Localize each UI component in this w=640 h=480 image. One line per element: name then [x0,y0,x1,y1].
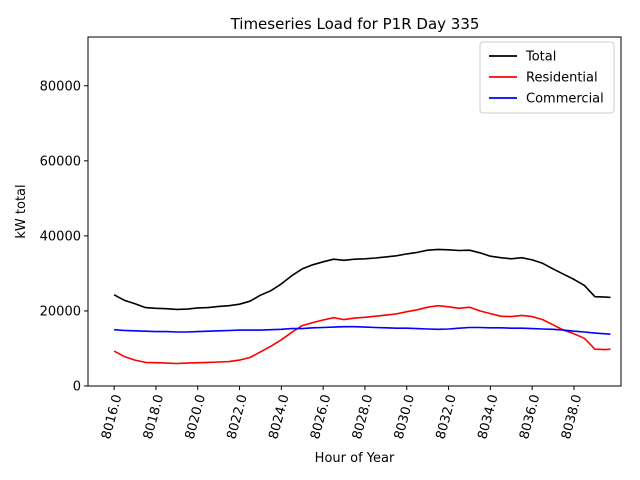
plot-frame [87,36,622,387]
series-layer [113,248,611,365]
series-line-commercial [114,325,611,335]
y-axis: 0 20000 40000 60000 80000 [40,79,88,395]
y-tick-label: 80000 [40,79,81,94]
legend: Total Residential Commercial [479,41,615,114]
y-axis-label: kW total [14,184,29,238]
legend-label-total: Total [525,50,556,65]
series-line-residential [113,304,611,365]
legend-label-commercial: Commercial [526,92,604,107]
legend-box [479,41,615,114]
chart-title: Timeseries Load for P1R Day 335 [230,15,480,33]
y-tick-label: 60000 [40,154,81,169]
legend-label-residential: Residential [526,71,598,86]
series-line-total [113,248,611,311]
y-tick-label: 40000 [40,229,81,244]
x-axis-label: Hour of Year [315,451,395,466]
y-tick-label: 20000 [40,304,81,319]
y-tick-label: 0 [73,380,81,395]
